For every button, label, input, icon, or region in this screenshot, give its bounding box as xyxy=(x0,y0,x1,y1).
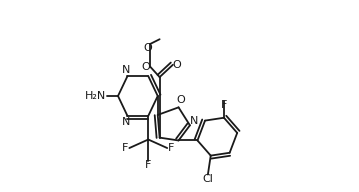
Text: O: O xyxy=(143,43,152,53)
Text: F: F xyxy=(145,161,151,170)
Text: N: N xyxy=(122,65,131,75)
Text: N: N xyxy=(122,117,131,127)
Text: F: F xyxy=(168,143,174,153)
Text: F: F xyxy=(122,143,129,153)
Text: O: O xyxy=(173,60,181,70)
Text: Cl: Cl xyxy=(202,174,213,184)
Text: H₂N: H₂N xyxy=(85,91,106,101)
Text: F: F xyxy=(221,100,227,110)
Text: O: O xyxy=(142,62,150,72)
Text: O: O xyxy=(177,95,185,105)
Text: N: N xyxy=(190,116,198,126)
